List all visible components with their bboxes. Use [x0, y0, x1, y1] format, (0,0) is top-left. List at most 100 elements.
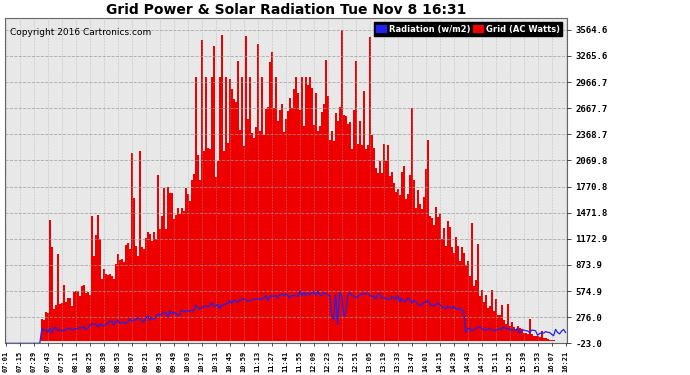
Bar — [473, 286, 475, 341]
Bar — [301, 77, 303, 341]
Bar — [175, 216, 177, 341]
Bar — [135, 246, 137, 341]
Bar — [542, 338, 544, 341]
Bar — [145, 238, 147, 341]
Bar — [368, 37, 371, 341]
Bar — [83, 285, 85, 341]
Bar — [209, 149, 210, 341]
Bar — [69, 298, 71, 341]
Bar — [177, 207, 179, 341]
Bar — [459, 261, 461, 341]
Bar — [169, 193, 170, 341]
Bar — [451, 247, 453, 341]
Bar — [283, 132, 285, 341]
Bar — [453, 253, 455, 341]
Bar — [361, 145, 363, 341]
Bar — [163, 188, 165, 341]
Bar — [67, 298, 69, 341]
Bar — [247, 119, 248, 341]
Bar — [535, 336, 537, 341]
Bar — [393, 183, 395, 341]
Bar — [157, 176, 159, 341]
Bar — [484, 295, 486, 341]
Bar — [346, 124, 348, 341]
Bar — [107, 275, 109, 341]
Bar — [504, 324, 506, 341]
Bar — [477, 244, 479, 341]
Bar — [111, 276, 112, 341]
Bar — [540, 332, 542, 341]
Bar — [526, 334, 529, 341]
Bar — [181, 208, 183, 341]
Bar — [323, 104, 325, 341]
Bar — [486, 308, 489, 341]
Bar — [481, 290, 482, 341]
Bar — [61, 303, 63, 341]
Bar — [421, 209, 423, 341]
Bar — [137, 256, 139, 341]
Bar — [250, 133, 253, 341]
Bar — [443, 228, 444, 341]
Bar — [475, 280, 477, 341]
Bar — [281, 104, 283, 341]
Bar — [143, 249, 145, 341]
Bar — [259, 131, 261, 341]
Bar — [195, 77, 197, 341]
Bar — [366, 145, 368, 341]
Bar — [404, 200, 406, 341]
Bar — [355, 62, 357, 341]
Bar — [183, 211, 185, 341]
Bar — [125, 245, 127, 341]
Bar — [159, 230, 161, 341]
Bar — [331, 131, 333, 341]
Bar — [466, 261, 469, 341]
Legend: Radiation (w/m2), Grid (AC Watts): Radiation (w/m2), Grid (AC Watts) — [373, 22, 562, 36]
Bar — [326, 96, 328, 341]
Bar — [287, 111, 288, 341]
Bar — [448, 227, 451, 341]
Bar — [97, 215, 99, 341]
Bar — [381, 173, 383, 341]
Bar — [101, 279, 103, 341]
Bar — [167, 187, 169, 341]
Bar — [197, 155, 199, 341]
Bar — [521, 329, 522, 341]
Bar — [365, 149, 366, 341]
Bar — [273, 108, 275, 341]
Bar — [491, 290, 493, 341]
Bar — [464, 264, 466, 341]
Bar — [435, 207, 437, 341]
Bar — [233, 99, 235, 341]
Bar — [377, 173, 379, 341]
Bar — [522, 333, 524, 341]
Bar — [132, 198, 135, 341]
Bar — [227, 142, 228, 341]
Bar — [105, 274, 107, 341]
Bar — [117, 254, 119, 341]
Bar — [71, 306, 73, 341]
Bar — [248, 77, 250, 341]
Bar — [123, 262, 125, 341]
Bar — [343, 114, 345, 341]
Bar — [446, 221, 448, 341]
Bar — [297, 93, 299, 341]
Bar — [79, 296, 81, 341]
Bar — [199, 180, 201, 341]
Bar — [77, 291, 79, 341]
Bar — [279, 110, 281, 341]
Bar — [225, 77, 227, 341]
Bar — [328, 140, 331, 341]
Bar — [419, 204, 421, 341]
Bar — [81, 286, 83, 341]
Bar — [413, 180, 415, 341]
Bar — [383, 144, 384, 341]
Bar — [337, 121, 339, 341]
Bar — [185, 188, 187, 341]
Bar — [305, 77, 306, 341]
Bar — [91, 216, 92, 341]
Bar — [245, 36, 247, 341]
Bar — [399, 195, 401, 341]
Bar — [152, 232, 155, 341]
Bar — [335, 114, 337, 341]
Bar — [275, 77, 277, 341]
